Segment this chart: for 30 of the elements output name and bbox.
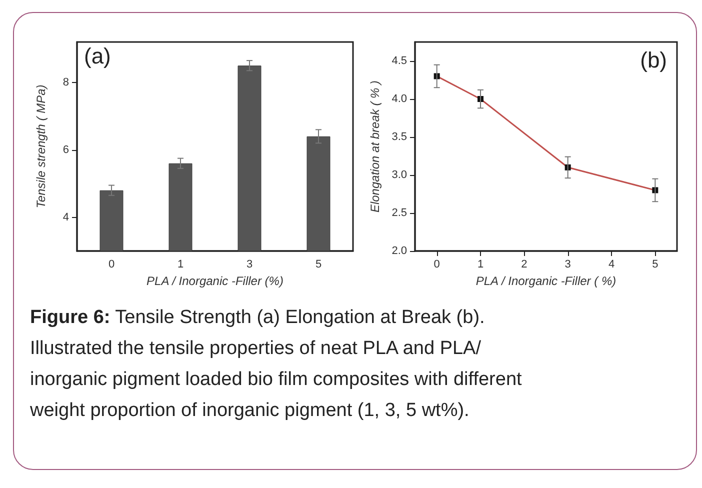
x-tick-label: 3 xyxy=(564,258,571,270)
y-tick-label: 4.5 xyxy=(392,55,407,67)
x-tick-label: 2 xyxy=(521,258,528,270)
y-tick-label: 4.0 xyxy=(392,93,407,105)
x-tick-label: 4 xyxy=(608,258,615,270)
caption: Figure 6: xyxy=(30,307,110,328)
text: Illustrated the tensile properties of neat PLA and PLA/ xyxy=(30,337,482,361)
y-tick-label: 6 xyxy=(62,144,69,156)
x-tick-label: 3 xyxy=(246,258,253,270)
y-axis-title: Tensile strength ( MPa) xyxy=(34,84,48,208)
x-tick-label: 0 xyxy=(108,258,115,270)
y-tick-label: 2.0 xyxy=(392,245,407,257)
y-tick-label: 3.0 xyxy=(392,169,407,181)
x-tick-label: 1 xyxy=(477,258,484,270)
y-tick-label: 3.5 xyxy=(392,131,407,143)
chart-title: (a) xyxy=(84,44,111,68)
x-tick-label: 1 xyxy=(177,258,184,270)
x-tick-label: 0 xyxy=(434,258,440,270)
y-tick-label: 4 xyxy=(62,211,69,224)
text: inorganic pigment loaded bio film composites with different xyxy=(30,368,522,392)
chart-title: (b) xyxy=(640,48,668,72)
text: weight proportion of inorganic pigment (1, 3, 5 wt%). xyxy=(30,399,470,423)
y-tick-label: 8 xyxy=(62,76,69,88)
x-tick-label: 5 xyxy=(652,258,658,270)
x-tick-label: 5 xyxy=(315,258,322,270)
x-axis-title: PLA / Inorganic -Filler ( %) xyxy=(476,274,616,288)
y-tick-label: 2.5 xyxy=(392,207,407,219)
text: Tensile Strength (a) Elongation at Break (b). xyxy=(115,307,485,328)
y-axis-title: Elongation at break ( % ) xyxy=(368,80,382,213)
x-axis-title: PLA / Inorganic -Filler (%) xyxy=(146,274,284,288)
